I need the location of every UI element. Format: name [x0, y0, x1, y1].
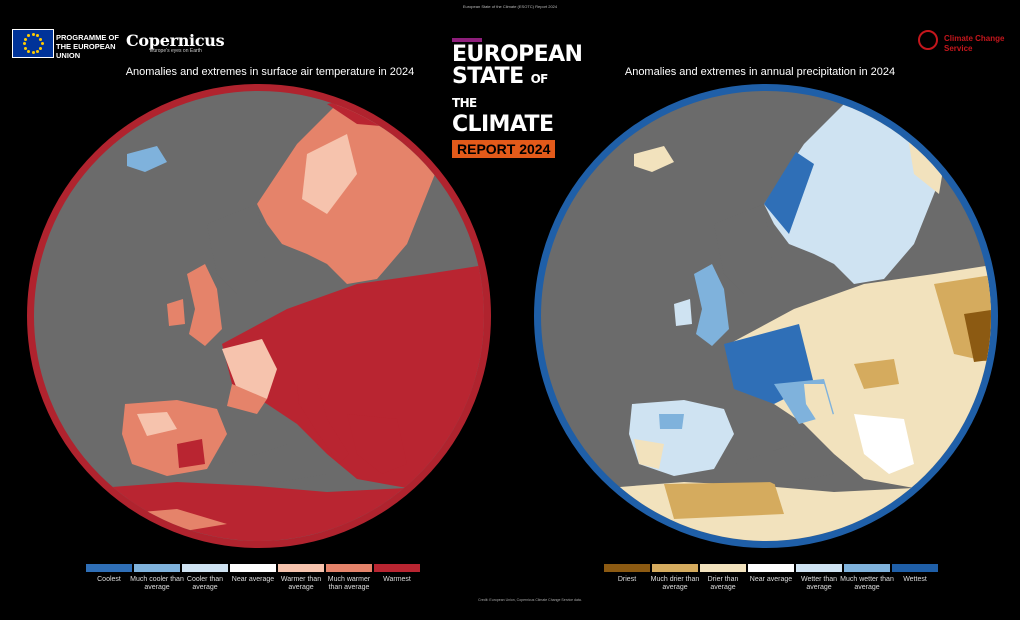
copernicus-logo: Copernicus Europe's eyes on Earth	[126, 31, 225, 54]
c3s-logo-icon	[918, 30, 938, 50]
legend-label: Drier than average	[707, 576, 739, 591]
legend-label: Warmest	[383, 576, 411, 583]
legend-label: Wetter than average	[800, 576, 838, 591]
legend-swatch	[844, 564, 890, 572]
iceland-region	[634, 146, 674, 172]
legend-swatch	[182, 564, 228, 572]
legend-swatch	[604, 564, 650, 572]
eu-star-icon	[39, 46, 43, 50]
legend-swatch	[326, 564, 372, 572]
eu-star-icon	[31, 33, 35, 36]
eu-star-icon	[23, 37, 27, 41]
esotc-accent-bar	[452, 38, 482, 42]
legend-label: Warmer than average	[280, 576, 322, 591]
central-europe-region	[222, 265, 484, 488]
legend-label: Much warmer than average	[327, 576, 371, 591]
esotc-report-badge: REPORT 2024	[452, 140, 556, 158]
north-africa-region	[34, 479, 484, 541]
esotc-line-climate: CLIMATE	[452, 112, 554, 137]
legend-swatch	[796, 564, 842, 572]
legend-label: Near average	[749, 576, 793, 583]
eu-star-icon	[22, 42, 26, 45]
eu-star-icon	[36, 49, 39, 53]
eu-flag-icon	[12, 29, 54, 58]
italy-region	[804, 384, 856, 464]
legend-label: Cooler than average	[186, 576, 224, 591]
scandinavia-region	[764, 94, 954, 284]
legend-label: Much drier than average	[650, 576, 700, 591]
legend-swatch	[892, 564, 938, 572]
esotc-report-logo: EUROPEAN STATE OF THE CLIMATE REPORT 202…	[445, 38, 583, 159]
scandinavia-region	[257, 94, 447, 284]
legend-label: Near average	[231, 576, 275, 583]
eu-star-icon	[23, 46, 27, 50]
british-isles-region	[694, 264, 729, 346]
iceland-region	[127, 146, 167, 172]
eu-star-icon	[36, 34, 39, 38]
esotc-line-european: EUROPEAN	[452, 42, 583, 67]
c3s-name: Climate Change Service	[944, 34, 1005, 53]
copernicus-name: Copernicus	[126, 31, 225, 50]
legend-label: Wettest	[903, 576, 927, 583]
british-isles-region	[187, 264, 222, 346]
eu-star-icon	[27, 49, 30, 53]
eu-star-icon	[39, 37, 43, 41]
precipitation-map-title: Anomalies and extremes in annual precipi…	[624, 66, 896, 78]
legend-swatch	[748, 564, 794, 572]
legend-swatch	[86, 564, 132, 572]
temperature-map-title: Anomalies and extremes in surface air te…	[125, 66, 415, 78]
legend-swatch	[230, 564, 276, 572]
legend-label: Much wetter than average	[840, 576, 894, 591]
legend-swatch	[700, 564, 746, 572]
legend-swatch	[652, 564, 698, 572]
esotc-line-state: STATE	[452, 64, 524, 89]
legend-label: Coolest	[97, 576, 121, 583]
precipitation-anomaly-map	[534, 84, 998, 548]
report-header-text: European State of the Climate (ESOTC) Re…	[462, 4, 558, 9]
legend-swatch	[278, 564, 324, 572]
iberia-region	[122, 400, 227, 476]
legend-label: Driest	[617, 576, 637, 583]
italy-region	[297, 384, 349, 464]
eu-star-icon	[40, 42, 44, 45]
temperature-anomaly-map	[27, 84, 491, 548]
eu-star-icon	[27, 34, 30, 38]
legend-swatch	[134, 564, 180, 572]
esotc-line-of-the: OF THE	[452, 72, 548, 110]
credit-text: Credit: European Union, Copernicus Clima…	[478, 598, 582, 602]
eu-star-icon	[31, 51, 35, 54]
legend-swatch	[374, 564, 420, 572]
eu-programme-label: PROGRAMME OF THE EUROPEAN UNION	[56, 33, 119, 60]
copernicus-tagline: Europe's eyes on Earth	[150, 48, 202, 54]
legend-label: Much cooler than average	[130, 576, 184, 591]
